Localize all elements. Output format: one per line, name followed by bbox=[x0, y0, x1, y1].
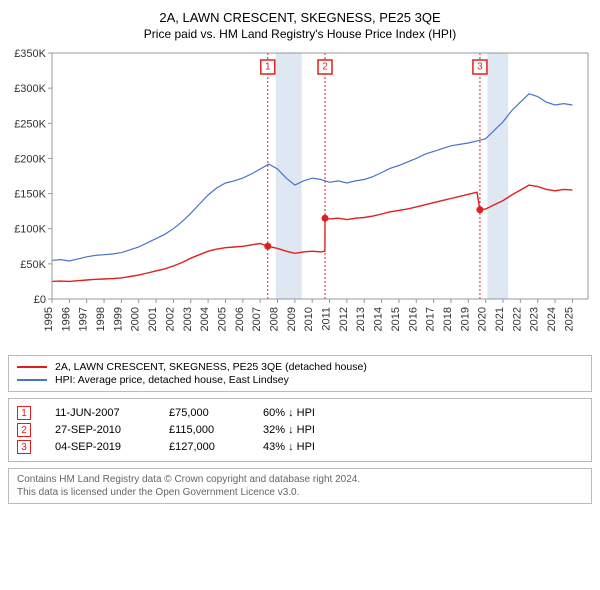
svg-text:2025: 2025 bbox=[563, 307, 575, 331]
sales-marker: 2 bbox=[17, 423, 31, 437]
sales-row: 1 11-JUN-2007 £75,000 60% ↓ HPI bbox=[17, 406, 583, 420]
svg-text:1995: 1995 bbox=[43, 307, 55, 331]
legend-label: HPI: Average price, detached house, East… bbox=[55, 374, 289, 386]
svg-text:2013: 2013 bbox=[355, 307, 367, 331]
legend: 2A, LAWN CRESCENT, SKEGNESS, PE25 3QE (d… bbox=[8, 355, 592, 392]
legend-label: 2A, LAWN CRESCENT, SKEGNESS, PE25 3QE (d… bbox=[55, 361, 367, 373]
svg-text:1999: 1999 bbox=[112, 307, 124, 331]
attribution-line: This data is licensed under the Open Gov… bbox=[17, 486, 583, 499]
svg-text:2023: 2023 bbox=[529, 307, 541, 331]
svg-text:2017: 2017 bbox=[425, 307, 437, 331]
svg-text:2006: 2006 bbox=[234, 307, 246, 331]
sales-date: 04-SEP-2019 bbox=[55, 441, 145, 453]
sales-delta: 60% ↓ HPI bbox=[263, 407, 353, 419]
sales-delta: 32% ↓ HPI bbox=[263, 424, 353, 436]
sales-date: 27-SEP-2010 bbox=[55, 424, 145, 436]
svg-text:£0: £0 bbox=[34, 294, 46, 306]
sales-price: £127,000 bbox=[169, 441, 239, 453]
sales-delta: 43% ↓ HPI bbox=[263, 441, 353, 453]
svg-text:£250K: £250K bbox=[14, 118, 46, 130]
svg-text:2003: 2003 bbox=[182, 307, 194, 331]
svg-text:2015: 2015 bbox=[390, 307, 402, 331]
svg-text:2: 2 bbox=[322, 62, 328, 73]
legend-item: HPI: Average price, detached house, East… bbox=[17, 374, 583, 386]
line-chart: £0 £50K £100K £150K £200K £250K £300K £350K 1995… bbox=[8, 49, 592, 349]
svg-text:2002: 2002 bbox=[164, 307, 176, 331]
svg-text:2004: 2004 bbox=[199, 307, 211, 331]
svg-text:3: 3 bbox=[477, 62, 483, 73]
svg-text:1997: 1997 bbox=[78, 307, 90, 331]
svg-text:2021: 2021 bbox=[494, 307, 506, 331]
svg-text:2000: 2000 bbox=[130, 307, 142, 331]
svg-text:2011: 2011 bbox=[321, 307, 333, 331]
svg-text:1: 1 bbox=[265, 62, 271, 73]
svg-text:£200K: £200K bbox=[14, 153, 46, 165]
svg-text:2024: 2024 bbox=[546, 307, 558, 331]
svg-text:2018: 2018 bbox=[442, 307, 454, 331]
svg-text:£100K: £100K bbox=[14, 224, 46, 236]
svg-text:2005: 2005 bbox=[216, 307, 228, 331]
sales-date: 11-JUN-2007 bbox=[55, 407, 145, 419]
svg-text:2009: 2009 bbox=[286, 307, 298, 331]
svg-text:2020: 2020 bbox=[477, 307, 489, 331]
svg-text:£350K: £350K bbox=[14, 49, 46, 60]
svg-text:2010: 2010 bbox=[303, 307, 315, 331]
sales-table: 1 11-JUN-2007 £75,000 60% ↓ HPI 2 27-SEP-2010… bbox=[8, 398, 592, 462]
sales-price: £115,000 bbox=[169, 424, 239, 436]
legend-item: 2A, LAWN CRESCENT, SKEGNESS, PE25 3QE (d… bbox=[17, 361, 583, 373]
svg-text:2012: 2012 bbox=[338, 307, 350, 331]
svg-text:£50K: £50K bbox=[20, 259, 46, 271]
sales-row: 3 04-SEP-2019 £127,000 43% ↓ HPI bbox=[17, 440, 583, 454]
sales-marker: 1 bbox=[17, 406, 31, 420]
svg-text:£150K: £150K bbox=[14, 189, 46, 201]
svg-text:£300K: £300K bbox=[14, 83, 46, 95]
svg-text:2007: 2007 bbox=[251, 307, 263, 331]
attribution-line: Contains HM Land Registry data © Crown c… bbox=[17, 473, 583, 486]
sales-marker: 3 bbox=[17, 440, 31, 454]
attribution: Contains HM Land Registry data © Crown c… bbox=[8, 468, 592, 504]
svg-text:1998: 1998 bbox=[95, 307, 107, 331]
sales-price: £75,000 bbox=[169, 407, 239, 419]
svg-text:2022: 2022 bbox=[511, 307, 523, 331]
chart-container: £0 £50K £100K £150K £200K £250K £300K £350K 1995… bbox=[8, 49, 592, 349]
chart-title: 2A, LAWN CRESCENT, SKEGNESS, PE25 3QE bbox=[8, 10, 592, 25]
legend-swatch bbox=[17, 379, 47, 381]
legend-swatch bbox=[17, 366, 47, 368]
svg-text:1996: 1996 bbox=[60, 307, 72, 331]
svg-text:2008: 2008 bbox=[269, 307, 281, 331]
svg-text:2019: 2019 bbox=[459, 307, 471, 331]
chart-subtitle: Price paid vs. HM Land Registry's House … bbox=[8, 27, 592, 41]
svg-text:2016: 2016 bbox=[407, 307, 419, 331]
svg-text:2014: 2014 bbox=[373, 307, 385, 331]
svg-text:2001: 2001 bbox=[147, 307, 159, 331]
sales-row: 2 27-SEP-2010 £115,000 32% ↓ HPI bbox=[17, 423, 583, 437]
